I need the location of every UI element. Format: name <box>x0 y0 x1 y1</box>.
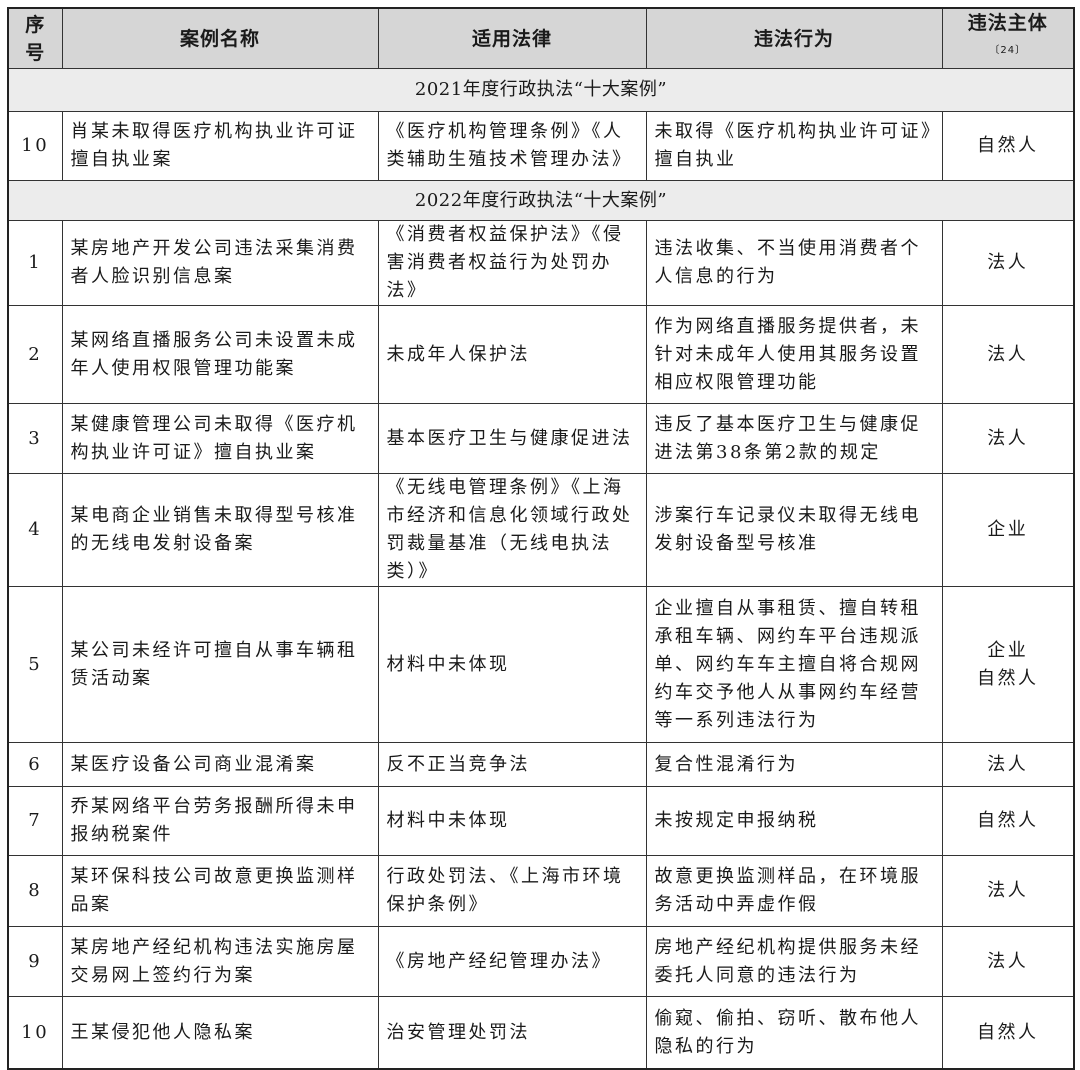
violation: 企业擅自从事租赁、擅自转租承租车辆、网约车平台违规派单、网约车车主擅自将合规网约… <box>645 586 943 744</box>
violator: 法人 <box>941 855 1075 928</box>
applicable-law: 未成年人保护法 <box>377 305 647 405</box>
case-name: 王某侵犯他人隐私案 <box>61 996 379 1070</box>
column-header: 适用法律 <box>377 7 647 70</box>
violation: 违反了基本医疗卫生与健康促进法第38条第2款的规定 <box>645 403 943 475</box>
applicable-law: 材料中未体现 <box>377 786 647 857</box>
case-number: 1 <box>7 220 63 307</box>
violator: 法人 <box>941 305 1075 405</box>
applicable-law: 行政处罚法、《上海市环境保护条例》 <box>377 855 647 928</box>
column-header: 违法行为 <box>645 7 943 70</box>
applicable-law: 反不正当竞争法 <box>377 742 647 788</box>
section-title: 2022年度行政执法“十大案例” <box>7 180 1075 222</box>
case-number: 7 <box>7 786 63 857</box>
case-number: 10 <box>7 996 63 1070</box>
violator: 法人 <box>941 926 1075 998</box>
case-name: 某网络直播服务公司未设置未成年人使用权限管理功能案 <box>61 305 379 405</box>
violator: 法人 <box>941 403 1075 475</box>
case-name: 某公司未经许可擅自从事车辆租赁活动案 <box>61 586 379 744</box>
violator: 法人 <box>941 220 1075 307</box>
header-text: 适用法律 <box>471 27 552 50</box>
case-name: 肖某未取得医疗机构执业许可证擅自执业案 <box>61 111 379 182</box>
applicable-law: 《消费者权益保护法》《侵害消费者权益行为处罚办法》 <box>377 220 647 307</box>
violation: 未取得《医疗机构执业许可证》擅自执业 <box>645 111 943 182</box>
violation: 房地产经纪机构提供服务未经委托人同意的违法行为 <box>645 926 943 998</box>
case-name: 某电商企业销售未取得型号核准的无线电发射设备案 <box>61 473 379 588</box>
case-name: 某房地产经纪机构违法实施房屋交易网上签约行为案 <box>61 926 379 998</box>
header-text: 案例名称 <box>179 27 260 50</box>
table-row: 2021年度行政执法“十大案例” <box>7 68 1075 113</box>
section-title: 2021年度行政执法“十大案例” <box>7 68 1075 113</box>
violation: 未按规定申报纳税 <box>645 786 943 857</box>
violation: 故意更换监测样品，在环境服务活动中弄虚作假 <box>645 855 943 928</box>
applicable-law: 《医疗机构管理条例》《人类辅助生殖技术管理办法》 <box>377 111 647 182</box>
column-header: 序号 <box>7 7 63 70</box>
applicable-law: 治安管理处罚法 <box>377 996 647 1070</box>
applicable-law: 《无线电管理条例》《上海市经济和信息化领域行政处罚裁量基准（无线电执法类）》 <box>377 473 647 588</box>
applicable-law: 材料中未体现 <box>377 586 647 744</box>
case-number: 2 <box>7 305 63 405</box>
table-row: 4 某电商企业销售未取得型号核准的无线电发射设备案 《无线电管理条例》《上海市经济和… <box>7 473 1075 588</box>
table-row: 6 某医疗设备公司商业混淆案 反不正当竞争法 复合性混淆行为 法人 <box>7 742 1075 788</box>
case-name: 某医疗设备公司商业混淆案 <box>61 742 379 788</box>
case-number: 6 <box>7 742 63 788</box>
case-number: 3 <box>7 403 63 475</box>
violator: 企业 自然人 <box>941 586 1075 744</box>
table-row: 10 肖某未取得医疗机构执业许可证擅自执业案 《医疗机构管理条例》《人类辅助生殖技术… <box>7 111 1075 182</box>
table-row: 序号 案例名称 适用法律 违法行为 违法主体〔24〕 <box>7 7 1075 70</box>
violation: 涉案行车记录仪未取得无线电发射设备型号核准 <box>645 473 943 588</box>
footnote-ref: 〔24〕 <box>989 45 1027 56</box>
violation: 偷窥、偷拍、窃听、散布他人隐私的行为 <box>645 996 943 1070</box>
case-table: 序号 案例名称 适用法律 违法行为 违法主体〔24〕 2021年度行政执法“十大案例” 10… <box>7 7 1075 1070</box>
page: 序号 案例名称 适用法律 违法行为 违法主体〔24〕 2021年度行政执法“十大案例” 10… <box>7 7 1075 1070</box>
violator: 法人 <box>941 742 1075 788</box>
table-row: 2022年度行政执法“十大案例” <box>7 180 1075 222</box>
violation: 作为网络直播服务提供者，未针对未成年人使用其服务设置相应权限管理功能 <box>645 305 943 405</box>
table-row: 3 某健康管理公司未取得《医疗机构执业许可证》擅自执业案 基本医疗卫生与健康促进法违… <box>7 403 1075 475</box>
applicable-law: 《房地产经纪管理办法》 <box>377 926 647 998</box>
header-text: 违法行为 <box>753 27 834 50</box>
table-row: 7 乔某网络平台劳务报酬所得未申报纳税案件 材料中未体现 未按规定申报纳税 自然人 <box>7 786 1075 857</box>
case-name: 某房地产开发公司违法采集消费者人脸识别信息案 <box>61 220 379 307</box>
header-text: 违法主体 <box>967 12 1048 34</box>
table-row: 10 王某侵犯他人隐私案 治安管理处罚法 偷窥、偷拍、窃听、散布他人隐私的行为 自然人 <box>7 996 1075 1070</box>
applicable-law: 基本医疗卫生与健康促进法 <box>377 403 647 475</box>
violator: 企业 <box>941 473 1075 588</box>
case-name: 某健康管理公司未取得《医疗机构执业许可证》擅自执业案 <box>61 403 379 475</box>
case-number: 9 <box>7 926 63 998</box>
case-name: 某环保科技公司故意更换监测样品案 <box>61 855 379 928</box>
case-name: 乔某网络平台劳务报酬所得未申报纳税案件 <box>61 786 379 857</box>
column-header: 违法主体〔24〕 <box>941 7 1075 70</box>
case-number: 4 <box>7 473 63 588</box>
violator: 自然人 <box>941 996 1075 1070</box>
table-row: 9 某房地产经纪机构违法实施房屋交易网上签约行为案 《房地产经纪管理办法》 房地产经纪… <box>7 926 1075 998</box>
table-row: 8 某环保科技公司故意更换监测样品案 行政处罚法、《上海市环境保护条例》 故意更换监测… <box>7 855 1075 928</box>
header-text: 序号 <box>25 13 46 64</box>
table-row: 5 某公司未经许可擅自从事车辆租赁活动案 材料中未体现 企业擅自从事租赁、擅自转租承租… <box>7 586 1075 744</box>
violation: 复合性混淆行为 <box>645 742 943 788</box>
case-number: 8 <box>7 855 63 928</box>
table-row: 1 某房地产开发公司违法采集消费者人脸识别信息案 《消费者权益保护法》《侵害消费者权… <box>7 220 1075 307</box>
case-number: 5 <box>7 586 63 744</box>
case-number: 10 <box>7 111 63 182</box>
violator: 自然人 <box>941 786 1075 857</box>
violation: 违法收集、不当使用消费者个人信息的行为 <box>645 220 943 307</box>
violator: 自然人 <box>941 111 1075 182</box>
table-row: 2 某网络直播服务公司未设置未成年人使用权限管理功能案 未成年人保护法 作为网络直播服… <box>7 305 1075 405</box>
column-header: 案例名称 <box>61 7 379 70</box>
